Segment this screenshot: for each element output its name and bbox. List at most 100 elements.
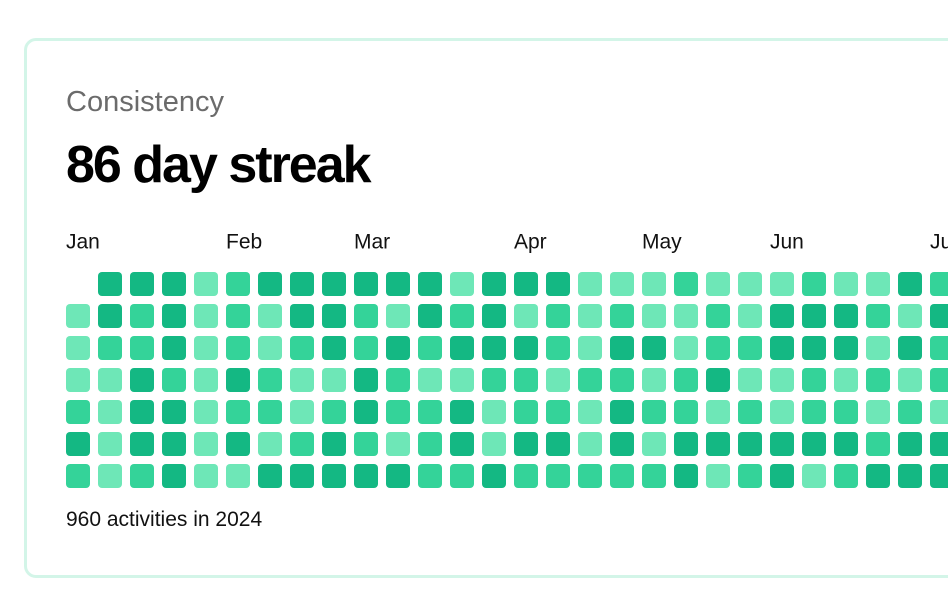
day-cell bbox=[418, 432, 442, 456]
day-cell bbox=[66, 432, 90, 456]
day-cell bbox=[674, 336, 698, 360]
day-cell bbox=[898, 336, 922, 360]
day-cell bbox=[802, 336, 826, 360]
day-cell bbox=[514, 400, 538, 424]
day-cell bbox=[898, 272, 922, 296]
day-cell bbox=[290, 304, 314, 328]
day-cell bbox=[706, 400, 730, 424]
day-cell bbox=[226, 368, 250, 392]
day-cell bbox=[674, 464, 698, 488]
day-cell bbox=[162, 272, 186, 296]
day-cell bbox=[770, 272, 794, 296]
day-cell bbox=[706, 432, 730, 456]
day-cell bbox=[834, 272, 858, 296]
month-label: Jun bbox=[770, 231, 804, 254]
day-cell bbox=[578, 400, 602, 424]
day-cell bbox=[130, 272, 154, 296]
day-cell bbox=[194, 272, 218, 296]
day-cell bbox=[610, 304, 634, 328]
day-cell bbox=[866, 304, 890, 328]
day-cell bbox=[674, 400, 698, 424]
day-cell bbox=[450, 304, 474, 328]
day-cell bbox=[546, 272, 570, 296]
day-cell bbox=[898, 400, 922, 424]
day-cell bbox=[930, 464, 948, 488]
day-cell bbox=[258, 272, 282, 296]
day-cell bbox=[866, 368, 890, 392]
day-cell bbox=[802, 464, 826, 488]
card bbox=[24, 38, 948, 578]
day-cell bbox=[290, 464, 314, 488]
day-cell bbox=[642, 272, 666, 296]
day-cell bbox=[258, 400, 282, 424]
day-cell bbox=[706, 272, 730, 296]
day-cell bbox=[66, 304, 90, 328]
day-cell bbox=[322, 368, 346, 392]
day-cell bbox=[226, 304, 250, 328]
day-cell bbox=[738, 304, 762, 328]
day-cell bbox=[354, 336, 378, 360]
day-cell bbox=[578, 432, 602, 456]
month-label: Jul bbox=[930, 231, 948, 254]
day-cell bbox=[226, 400, 250, 424]
day-cell bbox=[354, 432, 378, 456]
day-cell bbox=[866, 336, 890, 360]
day-cell bbox=[450, 432, 474, 456]
day-cell bbox=[578, 304, 602, 328]
day-cell bbox=[162, 368, 186, 392]
day-cell bbox=[290, 272, 314, 296]
day-cell bbox=[930, 336, 948, 360]
day-cell bbox=[546, 432, 570, 456]
day-cell bbox=[514, 336, 538, 360]
day-cell bbox=[418, 464, 442, 488]
day-cell bbox=[770, 432, 794, 456]
day-cell bbox=[546, 304, 570, 328]
day-cell bbox=[322, 336, 346, 360]
day-cell bbox=[290, 400, 314, 424]
day-cell bbox=[802, 272, 826, 296]
day-cell bbox=[354, 464, 378, 488]
day-cell bbox=[642, 304, 666, 328]
day-cell bbox=[258, 432, 282, 456]
day-cell bbox=[642, 432, 666, 456]
day-cell bbox=[674, 368, 698, 392]
day-cell bbox=[834, 336, 858, 360]
day-cell bbox=[930, 304, 948, 328]
day-cell bbox=[482, 368, 506, 392]
day-cell bbox=[162, 304, 186, 328]
day-cell bbox=[706, 464, 730, 488]
day-cell bbox=[322, 272, 346, 296]
day-cell bbox=[514, 464, 538, 488]
day-cell bbox=[738, 368, 762, 392]
card-title: 86 day streak bbox=[66, 136, 372, 194]
day-cell bbox=[354, 272, 378, 296]
day-cell bbox=[802, 368, 826, 392]
day-cell bbox=[482, 464, 506, 488]
day-cell bbox=[66, 400, 90, 424]
day-cell bbox=[866, 432, 890, 456]
day-cell bbox=[194, 336, 218, 360]
day-cell bbox=[578, 272, 602, 296]
day-cell bbox=[66, 336, 90, 360]
day-cell bbox=[706, 336, 730, 360]
day-cell bbox=[930, 432, 948, 456]
month-label: Mar bbox=[354, 231, 390, 254]
day-cell bbox=[98, 304, 122, 328]
day-cell bbox=[98, 464, 122, 488]
day-cell bbox=[642, 464, 666, 488]
day-cell bbox=[226, 336, 250, 360]
day-cell bbox=[258, 336, 282, 360]
day-cell bbox=[898, 432, 922, 456]
day-cell bbox=[866, 272, 890, 296]
day-cell bbox=[578, 368, 602, 392]
day-cell bbox=[674, 304, 698, 328]
day-cell bbox=[738, 272, 762, 296]
day-cell bbox=[450, 368, 474, 392]
day-cell bbox=[546, 400, 570, 424]
day-cell bbox=[162, 432, 186, 456]
day-cell bbox=[610, 432, 634, 456]
day-cell bbox=[226, 464, 250, 488]
day-cell bbox=[98, 400, 122, 424]
day-cell bbox=[226, 272, 250, 296]
